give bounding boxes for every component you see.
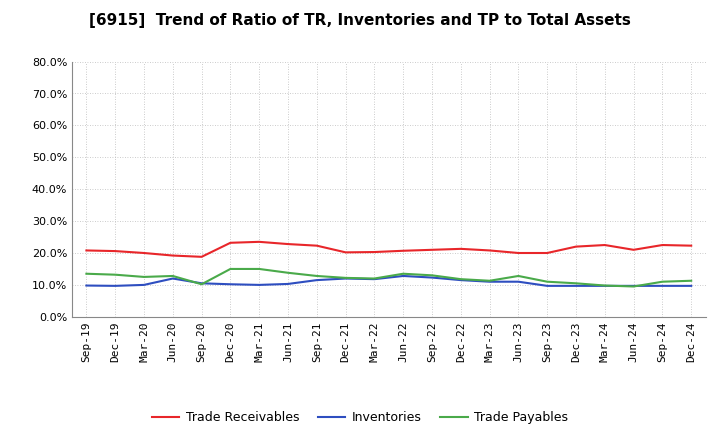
- Inventories: [514, 279, 523, 284]
- Inventories: [370, 276, 379, 282]
- Trade Receivables: [82, 248, 91, 253]
- Trade Payables: [428, 273, 436, 278]
- Inventories: [687, 283, 696, 289]
- Trade Payables: [514, 273, 523, 279]
- Trade Receivables: [428, 247, 436, 253]
- Trade Receivables: [600, 242, 609, 248]
- Trade Receivables: [111, 249, 120, 254]
- Inventories: [284, 281, 292, 286]
- Trade Payables: [370, 276, 379, 281]
- Line: Trade Payables: Trade Payables: [86, 269, 691, 286]
- Inventories: [255, 282, 264, 288]
- Trade Payables: [456, 276, 465, 282]
- Trade Payables: [226, 266, 235, 271]
- Trade Payables: [82, 271, 91, 276]
- Inventories: [456, 278, 465, 283]
- Inventories: [111, 283, 120, 289]
- Trade Receivables: [226, 240, 235, 246]
- Trade Receivables: [140, 250, 148, 256]
- Line: Inventories: Inventories: [86, 276, 691, 286]
- Trade Receivables: [629, 247, 638, 253]
- Inventories: [658, 283, 667, 289]
- Trade Receivables: [543, 250, 552, 256]
- Trade Payables: [197, 282, 206, 287]
- Trade Payables: [543, 279, 552, 284]
- Trade Receivables: [255, 239, 264, 245]
- Trade Receivables: [341, 250, 350, 255]
- Inventories: [197, 281, 206, 286]
- Trade Receivables: [284, 242, 292, 247]
- Trade Payables: [572, 281, 580, 286]
- Trade Receivables: [687, 243, 696, 248]
- Trade Payables: [111, 272, 120, 277]
- Inventories: [82, 283, 91, 288]
- Line: Trade Receivables: Trade Receivables: [86, 242, 691, 257]
- Trade Receivables: [572, 244, 580, 249]
- Trade Payables: [168, 273, 177, 279]
- Trade Payables: [399, 271, 408, 276]
- Trade Receivables: [456, 246, 465, 252]
- Trade Payables: [658, 279, 667, 284]
- Trade Payables: [687, 278, 696, 283]
- Inventories: [600, 283, 609, 289]
- Trade Payables: [341, 275, 350, 281]
- Inventories: [572, 283, 580, 289]
- Inventories: [312, 278, 321, 283]
- Trade Payables: [600, 283, 609, 288]
- Inventories: [341, 276, 350, 281]
- Trade Payables: [485, 278, 494, 283]
- Trade Receivables: [399, 248, 408, 253]
- Trade Receivables: [197, 254, 206, 260]
- Inventories: [428, 275, 436, 280]
- Trade Receivables: [658, 242, 667, 248]
- Trade Receivables: [370, 249, 379, 255]
- Inventories: [629, 283, 638, 289]
- Trade Payables: [140, 274, 148, 279]
- Inventories: [399, 273, 408, 279]
- Trade Receivables: [514, 250, 523, 256]
- Inventories: [226, 282, 235, 287]
- Trade Payables: [312, 273, 321, 279]
- Legend: Trade Receivables, Inventories, Trade Payables: Trade Receivables, Inventories, Trade Pa…: [147, 407, 573, 429]
- Inventories: [543, 283, 552, 289]
- Trade Receivables: [312, 243, 321, 248]
- Trade Payables: [255, 266, 264, 271]
- Trade Payables: [284, 270, 292, 275]
- Trade Receivables: [485, 248, 494, 253]
- Inventories: [168, 276, 177, 281]
- Text: [6915]  Trend of Ratio of TR, Inventories and TP to Total Assets: [6915] Trend of Ratio of TR, Inventories…: [89, 13, 631, 28]
- Inventories: [140, 282, 148, 288]
- Trade Payables: [629, 284, 638, 289]
- Inventories: [485, 279, 494, 284]
- Trade Receivables: [168, 253, 177, 258]
